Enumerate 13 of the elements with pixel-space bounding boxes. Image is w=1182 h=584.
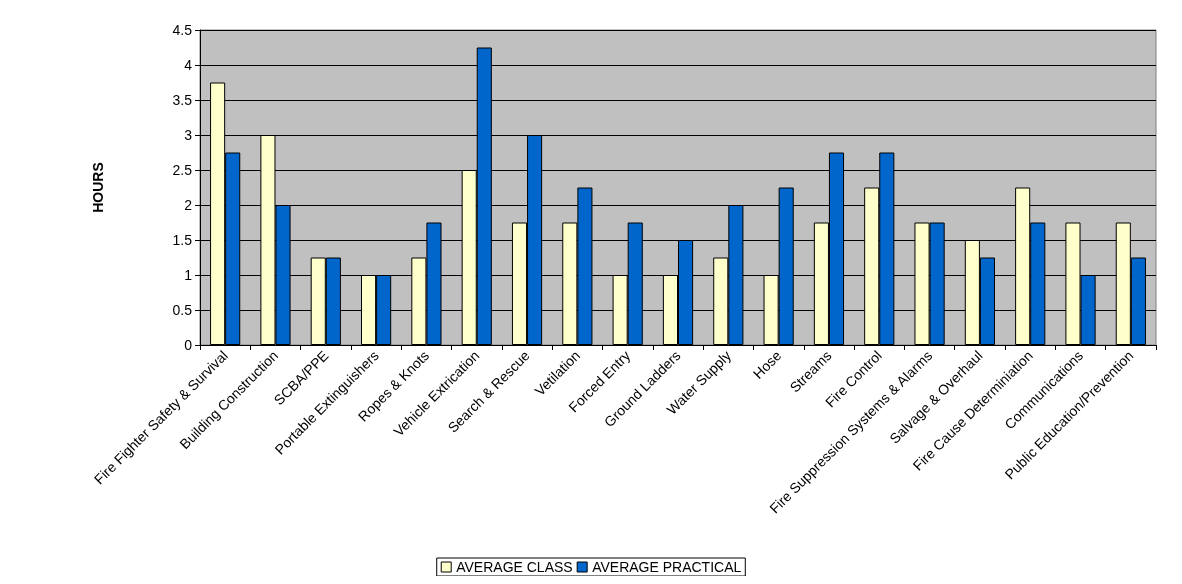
legend-label: AVERAGE PRACTICAL [592, 559, 742, 575]
legend-label: AVERAGE CLASS [456, 559, 573, 575]
y-tick-label: 1.5 [172, 232, 193, 248]
y-tick-label: 2.5 [172, 162, 193, 178]
y-tick-label: 3 [184, 127, 193, 143]
y-tick-label: 4 [184, 57, 193, 73]
y-tick-label: 1 [184, 267, 193, 283]
y-tick-label: 2 [184, 197, 193, 213]
y-tick-label: 3.5 [172, 92, 193, 108]
y-tick-label: 0 [184, 337, 193, 353]
y-tick-label: 0.5 [172, 302, 193, 318]
y-axis-title: HOURS [90, 162, 106, 213]
y-tick-label: 4.5 [172, 22, 193, 38]
